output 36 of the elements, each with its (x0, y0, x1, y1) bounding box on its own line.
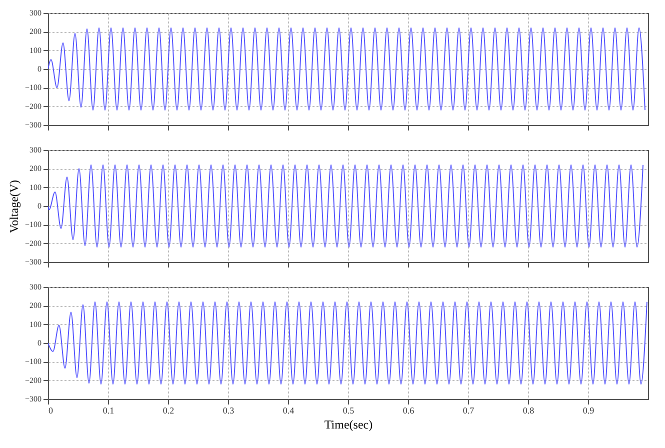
x-axis-title: Time(sec) (324, 418, 373, 432)
y-tick-label: 200 (30, 27, 42, 36)
y-tick-label: 100 (30, 320, 42, 329)
y-tick-label: −100 (24, 357, 42, 366)
line-series (48, 164, 644, 248)
y-tick-label: 300 (30, 282, 42, 292)
y-tick-label: 300 (30, 146, 42, 154)
line-series (48, 301, 648, 385)
y-tick-label: 300 (30, 8, 42, 18)
x-tick-label: 0.5 (342, 406, 355, 416)
y-tick-label: −200 (24, 102, 42, 111)
x-tick-label: 0.6 (402, 406, 415, 416)
y-tick-label: 0 (38, 64, 42, 74)
x-tick-label: 0.8 (522, 406, 535, 416)
y-tick-label: 200 (30, 301, 42, 310)
y-tick-label: −300 (24, 120, 42, 130)
y-tick-label: 0 (38, 338, 42, 348)
x-tick-label: 0.2 (162, 406, 174, 416)
y-tick-label: 100 (30, 46, 42, 55)
x-tick-label: 0.9 (582, 406, 595, 416)
x-tick-label: 0.1 (102, 406, 114, 416)
x-tick-label: 0.7 (462, 406, 475, 416)
y-tick-label: −200 (24, 376, 42, 385)
x-tick-label: 0.4 (282, 406, 295, 416)
y-tick-label: 100 (30, 182, 42, 192)
line-series (48, 27, 646, 111)
x-tick-label: 0.3 (222, 406, 235, 416)
x-tick-label: 0 (48, 406, 54, 416)
y-tick-label: −300 (24, 394, 42, 404)
y-tick-label: −100 (24, 83, 42, 92)
y-axis-title: Voltage(V) (6, 180, 21, 234)
y-tick-label: 200 (30, 164, 42, 174)
y-tick-label: −100 (24, 220, 42, 230)
y-tick-label: −300 (24, 258, 42, 266)
y-tick-label: 0 (38, 202, 42, 210)
y-tick-label: −200 (24, 238, 42, 248)
